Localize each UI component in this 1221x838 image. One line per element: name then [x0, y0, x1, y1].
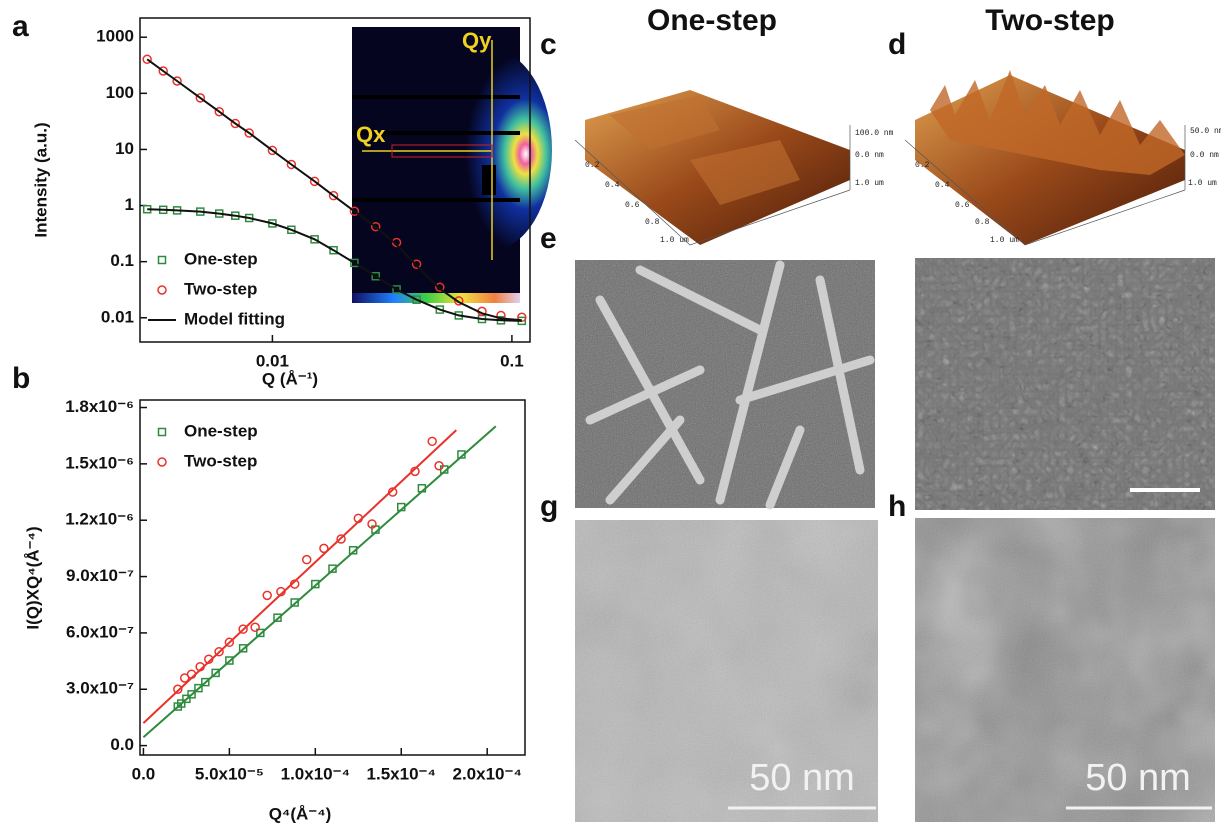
data-point: [428, 437, 436, 445]
sem-image-f: [915, 258, 1215, 510]
data-point: [303, 556, 311, 564]
legend-label: One-step: [184, 421, 258, 440]
afm-label: 0.8: [975, 218, 990, 227]
panel-letter: c: [540, 28, 557, 61]
saxs-inset: Qy Qx: [352, 27, 552, 303]
y-tick-label: 1000: [96, 27, 134, 46]
y-tick-label: 1: [125, 195, 134, 214]
afm-label: 0.4: [605, 181, 620, 190]
panel-letter: a: [12, 10, 29, 43]
x-tick-label: 0.1: [500, 351, 524, 370]
legend-label: Two-step: [184, 279, 257, 298]
x-tick-label: 2.0x10⁻⁴: [452, 764, 521, 783]
afm-label: 100.0 nm: [855, 129, 894, 138]
afm-image-d: 50.0 nm 0.0 nm 1.0 um 0.2 0.4 0.6 0.8 1.…: [905, 70, 1221, 245]
afm-label: 1.0 um: [855, 179, 884, 188]
y-tick-label: 0.1: [110, 251, 134, 270]
afm-label: 0.2: [585, 161, 600, 170]
data-point: [263, 591, 271, 599]
tem-image-h: 50 nm: [915, 518, 1215, 822]
afm-label: 0.0 nm: [855, 151, 884, 160]
afm-label: 0.6: [625, 201, 640, 210]
x-tick-label: 5.0x10⁻⁵: [195, 764, 264, 783]
figure: Qy Qx a b c d e g h One-step Two-step 10…: [0, 0, 1221, 833]
fit-line: [143, 426, 495, 737]
afm-label: 0.6: [955, 201, 970, 210]
y-tick-label: 0.01: [101, 307, 134, 326]
legend-symbol: [158, 458, 166, 466]
y-tick-label: 1.8x10⁻⁶: [65, 397, 134, 416]
fit-line: [143, 430, 456, 723]
sem-image-e: [575, 260, 875, 508]
column-header: One-step: [647, 4, 777, 37]
afm-label: 0.0 nm: [1190, 151, 1219, 160]
tem-image-g: 50 nm: [575, 520, 878, 822]
afm-label: 1.0 um: [990, 236, 1019, 245]
legend-label: One-step: [184, 249, 258, 268]
x-axis-title: Q (Å⁻¹): [262, 369, 318, 388]
afm-label: 0.8: [645, 218, 660, 227]
scale-bar-label: 50 nm: [1085, 757, 1191, 799]
y-tick-label: 3.0x10⁻⁷: [66, 679, 134, 698]
y-tick-label: 1.5x10⁻⁶: [65, 453, 134, 472]
column-header: Two-step: [985, 4, 1114, 37]
panel-letter: g: [540, 490, 558, 523]
x-tick-label: 1.0x10⁻⁴: [281, 764, 350, 783]
y-tick-label: 100: [106, 83, 134, 102]
afm-label: 0.2: [915, 161, 930, 170]
y-tick-label: 10: [115, 139, 134, 158]
y-tick-label: 1.2x10⁻⁶: [65, 510, 134, 529]
y-axis-title: I(Q)XQ⁴(Å⁻⁴): [23, 526, 42, 629]
panel-letter: e: [540, 222, 557, 255]
afm-label: 50.0 nm: [1190, 127, 1221, 136]
panel-letter: b: [12, 362, 30, 395]
legend-label: Two-step: [184, 451, 257, 470]
afm-label: 1.0 um: [660, 236, 689, 245]
afm-label: 0.4: [935, 181, 950, 190]
x-tick-label: 0.0: [132, 764, 156, 783]
scale-bar-label: 50 nm: [749, 757, 855, 799]
afm-image-c: 100.0 nm 0.0 nm 1.0 um 0.2 0.4 0.6 0.8 1…: [575, 90, 894, 245]
y-tick-label: 6.0x10⁻⁷: [66, 622, 134, 641]
x-tick-label: 1.5x10⁻⁴: [367, 764, 436, 783]
plot: 0.0 5.0x10⁻⁵ 1.0x10⁻⁴ 1.5x10⁻⁴ 2.0x10⁻⁴ 0.0 3.…: [23, 397, 525, 823]
legend-label: Model fitting: [184, 309, 285, 328]
x-tick-label: 0.01: [256, 351, 289, 370]
data-point: [251, 623, 259, 631]
inset-label: Qx: [356, 122, 386, 147]
legend-symbol: [159, 257, 166, 264]
legend-symbol: [158, 286, 166, 294]
y-tick-label: 0.0: [110, 735, 134, 754]
panel-letter: d: [888, 28, 906, 61]
legend-symbol: [159, 429, 166, 436]
y-tick-label: 9.0x10⁻⁷: [66, 566, 134, 585]
panel-letter: h: [888, 490, 906, 523]
afm-label: 1.0 um: [1188, 179, 1217, 188]
y-axis-title: Intensity (a.u.): [31, 122, 50, 237]
inset-label: Qy: [462, 28, 492, 53]
x-axis-title: Q⁴(Å⁻⁴): [269, 804, 332, 823]
